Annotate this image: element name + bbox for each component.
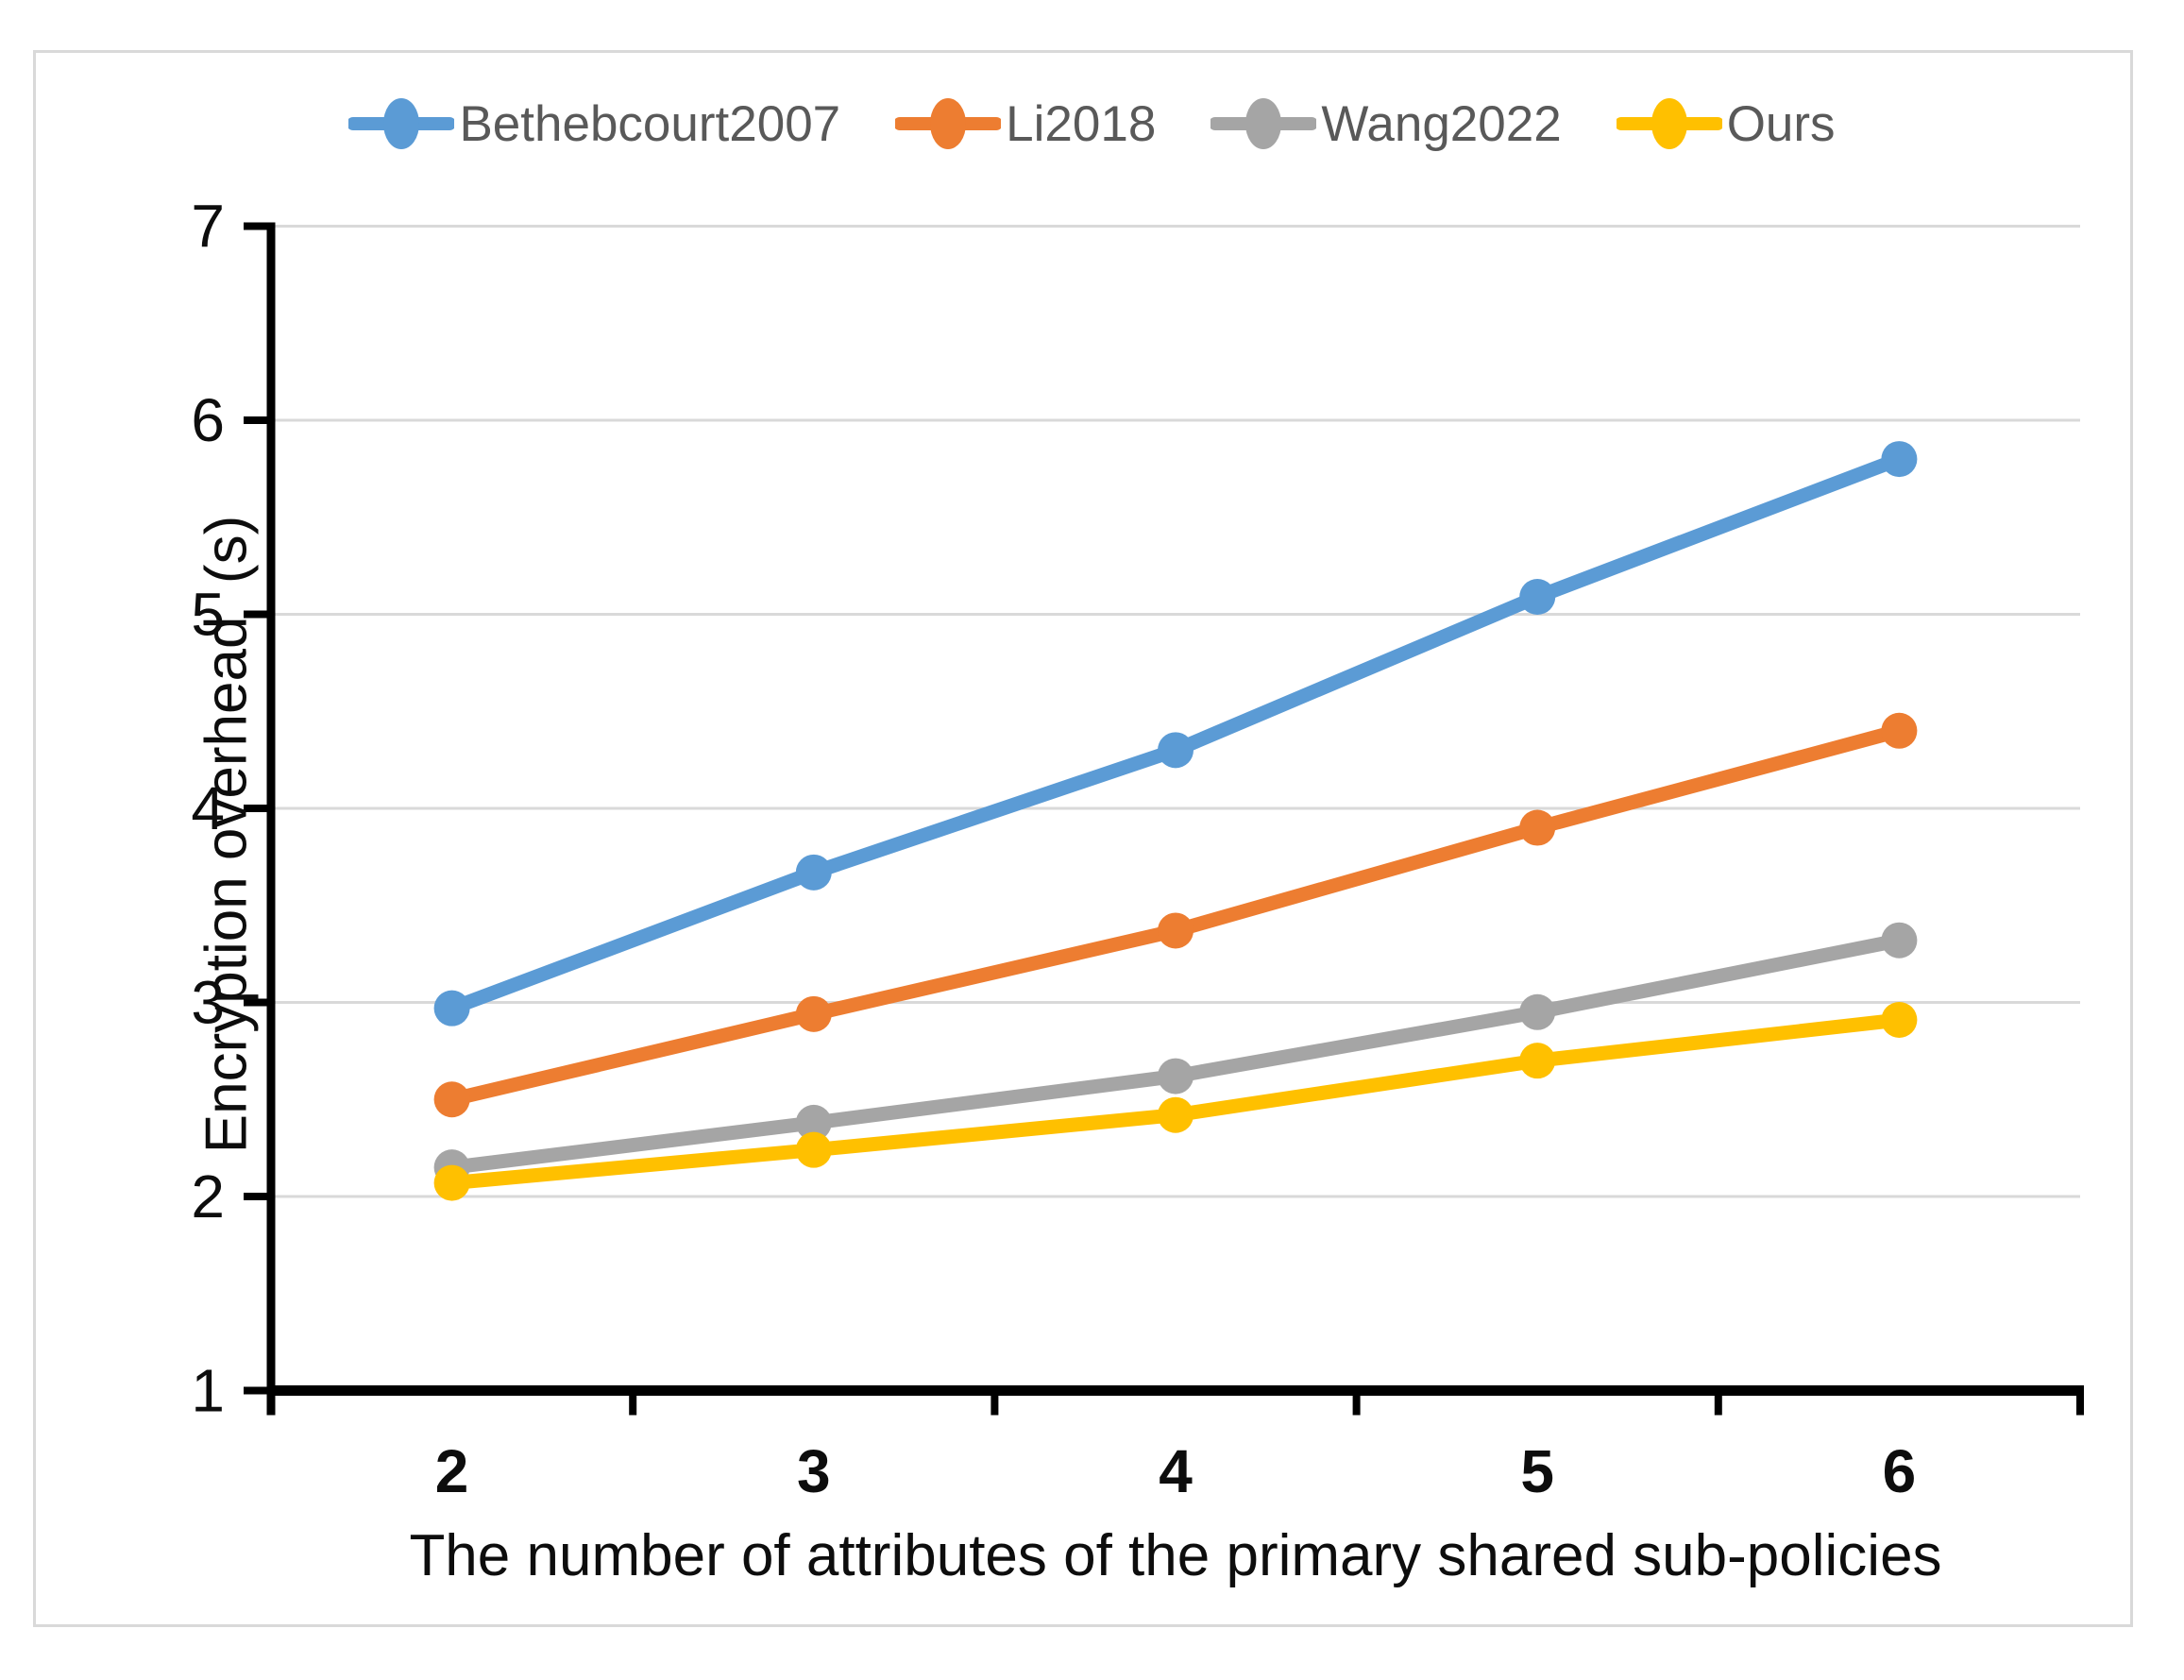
legend-key-icon: [1616, 98, 1722, 149]
data-point-wang2022: [1158, 1058, 1194, 1095]
legend-key-icon: [895, 98, 1002, 149]
legend-item-wang2022: Wang2022: [1211, 95, 1562, 152]
legend-item-label: Li2018: [1006, 95, 1157, 152]
y-tick-label: 7: [191, 193, 225, 261]
x-axis-title: The number of attributes of the primary …: [409, 1523, 1942, 1588]
data-point-bethebcourt2007: [1519, 579, 1556, 616]
data-point-ours: [1158, 1096, 1194, 1133]
data-point-ours: [1881, 1001, 1918, 1038]
legend-item-label: Wang2022: [1321, 95, 1562, 152]
y-tick-label: 3: [191, 969, 225, 1037]
data-point-wang2022: [795, 1104, 832, 1141]
legend-item-li2018: Li2018: [895, 95, 1156, 152]
data-point-ours: [795, 1131, 832, 1168]
legend-item-label: Ours: [1726, 95, 1836, 152]
y-tick-label: 1: [191, 1357, 225, 1425]
legend-item-bethebcourt2007: Bethebcourt2007: [348, 95, 840, 152]
data-point-bethebcourt2007: [795, 854, 832, 891]
x-tick-label: 3: [797, 1437, 831, 1505]
data-point-li2018: [1519, 809, 1556, 846]
legend-key-icon: [348, 98, 455, 149]
x-tick-label: 2: [435, 1437, 469, 1505]
data-point-li2018: [1158, 912, 1194, 949]
x-tick-label: 5: [1520, 1437, 1554, 1505]
chart-legend: Bethebcourt2007 Li2018 Wang2022 Ours: [0, 95, 2184, 152]
data-point-wang2022: [1519, 993, 1556, 1030]
data-point-bethebcourt2007: [1158, 732, 1194, 769]
y-tick-label: 4: [191, 774, 225, 842]
x-tick-label: 4: [1159, 1437, 1193, 1505]
data-point-li2018: [433, 1081, 470, 1118]
figure-border: [33, 50, 2133, 1627]
x-tick-label: 6: [1883, 1437, 1917, 1505]
legend-key-icon: [1211, 98, 1317, 149]
data-point-bethebcourt2007: [1881, 441, 1918, 478]
data-point-li2018: [795, 995, 832, 1032]
y-tick-label: 5: [191, 581, 225, 649]
data-point-ours: [433, 1164, 470, 1201]
data-point-wang2022: [1881, 922, 1918, 959]
y-axis-title: Encryption overhead (s): [194, 515, 260, 1154]
legend-item-ours: Ours: [1616, 95, 1836, 152]
legend-item-label: Bethebcourt2007: [459, 95, 841, 152]
y-tick-label: 2: [191, 1162, 225, 1230]
data-point-bethebcourt2007: [433, 990, 470, 1027]
data-point-li2018: [1881, 712, 1918, 749]
y-tick-label: 6: [191, 386, 225, 454]
data-point-ours: [1519, 1043, 1556, 1079]
